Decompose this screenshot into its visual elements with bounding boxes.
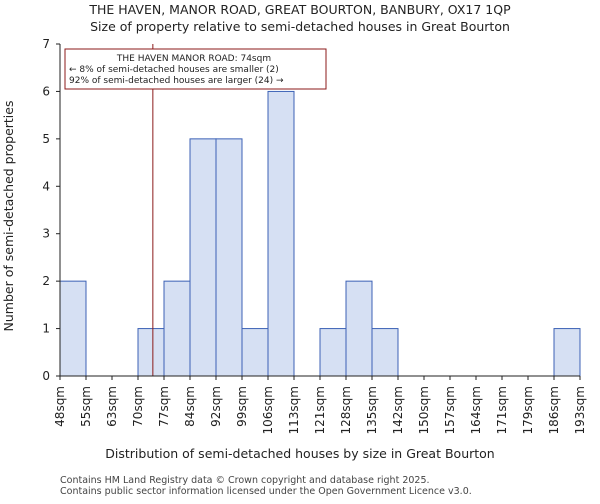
axes: [59, 44, 580, 377]
bar-group: [59, 90, 581, 377]
x-tick-label-193sqm: 193sqm: [573, 386, 587, 434]
bar-48sqm: [59, 280, 87, 377]
x-tick-label-179sqm: 179sqm: [521, 386, 535, 434]
x-tick-label-164sqm: 164sqm: [469, 386, 483, 434]
x-tick-label-135sqm: 135sqm: [365, 386, 379, 434]
chart-subtitle: Size of property relative to semi-detach…: [90, 19, 510, 34]
x-tick-label-92sqm: 92sqm: [209, 386, 223, 427]
x-tick-label-99sqm: 99sqm: [235, 386, 249, 427]
x-tick-label-63sqm: 63sqm: [105, 386, 119, 427]
y-tick-label-7: 7: [42, 37, 50, 51]
x-tick-label-77sqm: 77sqm: [157, 386, 171, 427]
y-tick-label-5: 5: [42, 132, 50, 146]
x-tick-label-113sqm: 113sqm: [287, 386, 301, 434]
y-ticks: 0 1 2 3 4 5 6 7: [42, 37, 60, 383]
x-tick-label-186sqm: 186sqm: [547, 386, 561, 434]
annotation-frame: [64, 48, 327, 90]
bar-99sqm: [241, 328, 269, 377]
x-tick-label-48sqm: 48sqm: [53, 386, 67, 427]
x-tick-label-70sqm: 70sqm: [131, 386, 145, 427]
y-axis-label: Number of semi-detached properties: [1, 101, 16, 332]
bar-121sqm: [319, 328, 347, 377]
y-tick-label-6: 6: [42, 84, 50, 98]
annotation-line-1: THE HAVEN MANOR ROAD: 74sqm: [116, 54, 271, 64]
bar-128sqm: [345, 280, 373, 377]
x-axis-label: Distribution of semi-detached houses by …: [105, 446, 494, 461]
x-tick-label-106sqm: 106sqm: [261, 386, 275, 434]
y-tick-label-0: 0: [42, 369, 50, 383]
x-ticks: 48sqm 55sqm 63sqm 70sqm 77sqm 84sqm 92sqm 99sqm…: [53, 376, 587, 434]
bar-186sqm: [553, 328, 581, 377]
bar-135sqm: [371, 328, 399, 377]
x-tick-label-150sqm: 150sqm: [417, 386, 431, 434]
annotation-box: THE HAVEN MANOR ROAD: 74sqm ← 8% of semi…: [64, 48, 327, 90]
x-tick-label-84sqm: 84sqm: [183, 386, 197, 427]
bar-84sqm: [189, 138, 217, 377]
chart-title: THE HAVEN, MANOR ROAD, GREAT BOURTON, BA…: [88, 2, 511, 17]
bar-70sqm: [137, 328, 165, 377]
x-tick-label-55sqm: 55sqm: [79, 386, 93, 427]
footer-line-2: Contains public sector information licen…: [60, 486, 472, 497]
y-tick-label-2: 2: [42, 274, 50, 288]
y-tick-label-1: 1: [42, 322, 50, 336]
bar-77sqm: [163, 280, 191, 377]
footer-line-1: Contains HM Land Registry data © Crown c…: [60, 475, 430, 486]
y-tick-label-4: 4: [42, 179, 50, 193]
bar-106sqm: [267, 90, 295, 377]
annotation-line-2: ← 8% of semi-detached houses are smaller…: [69, 65, 279, 75]
y-tick-label-3: 3: [42, 227, 50, 241]
x-tick-label-171sqm: 171sqm: [495, 386, 509, 434]
x-tick-label-157sqm: 157sqm: [443, 386, 457, 434]
bar-92sqm: [215, 138, 243, 377]
annotation-line-3: 92% of semi-detached houses are larger (…: [69, 76, 284, 86]
x-tick-label-142sqm: 142sqm: [391, 386, 405, 434]
x-tick-label-121sqm: 121sqm: [313, 386, 327, 434]
x-tick-label-128sqm: 128sqm: [339, 386, 353, 434]
